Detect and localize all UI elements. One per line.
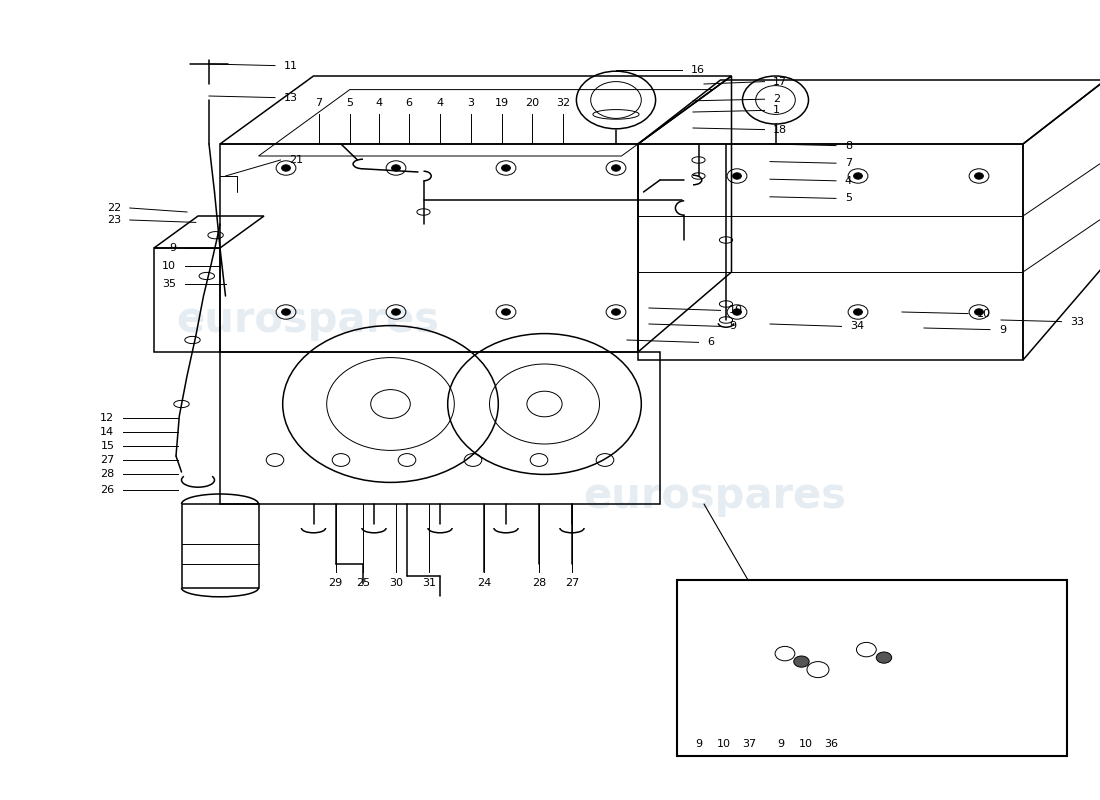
Circle shape [733,309,741,315]
Text: 27: 27 [100,455,114,465]
Text: 29: 29 [329,578,342,587]
Text: eurospares: eurospares [583,475,847,517]
Text: 21: 21 [289,155,304,165]
Text: 27: 27 [565,578,579,587]
Text: 15: 15 [100,441,114,450]
Text: 9: 9 [999,325,1005,334]
Circle shape [975,309,983,315]
Circle shape [371,390,410,418]
Text: 31: 31 [422,578,436,587]
Text: 10: 10 [729,306,744,315]
Text: 11: 11 [284,61,298,70]
Text: 2: 2 [773,94,780,104]
Text: 6: 6 [406,98,412,108]
Text: 9: 9 [695,739,702,749]
Text: 4: 4 [376,98,383,108]
Circle shape [392,309,400,315]
Text: 24: 24 [477,578,491,587]
Text: 28: 28 [532,578,546,587]
Text: 20: 20 [526,98,539,108]
Text: 33: 33 [1070,317,1085,326]
Circle shape [612,165,620,171]
Text: 7: 7 [316,98,322,108]
Text: 16: 16 [691,66,705,75]
Text: 10: 10 [977,309,991,318]
Text: 35: 35 [162,279,176,289]
Text: 37: 37 [742,739,756,749]
Text: 10: 10 [162,261,176,270]
Circle shape [975,173,983,179]
Text: 5: 5 [346,98,353,108]
Circle shape [527,391,562,417]
Text: 22: 22 [107,203,121,213]
Text: 9: 9 [169,243,176,253]
Text: 30: 30 [389,578,403,587]
Text: 3: 3 [468,98,474,108]
Text: 10: 10 [717,739,730,749]
Circle shape [502,309,510,315]
Circle shape [612,309,620,315]
Text: 19: 19 [495,98,508,108]
Circle shape [854,309,862,315]
Text: 9: 9 [729,322,736,331]
Text: 26: 26 [100,485,114,494]
Circle shape [502,165,510,171]
Circle shape [794,656,810,667]
Text: 23: 23 [107,215,121,225]
Text: 6: 6 [707,338,714,347]
Text: 8: 8 [845,141,851,150]
Circle shape [392,165,400,171]
Bar [676,580,1067,756]
Text: 4: 4 [437,98,443,108]
Text: 4: 4 [845,176,851,186]
Text: 18: 18 [773,125,788,134]
Circle shape [282,165,290,171]
Text: 12: 12 [100,413,114,422]
Text: 32: 32 [557,98,570,108]
Text: 1: 1 [773,106,780,115]
Text: 25: 25 [356,578,370,587]
Text: 9: 9 [778,739,784,749]
Text: 17: 17 [773,77,788,86]
Text: 7: 7 [845,158,851,168]
Circle shape [854,173,862,179]
Text: 36: 36 [825,739,838,749]
Text: eurospares: eurospares [176,299,440,341]
Text: 5: 5 [845,194,851,203]
Text: 14: 14 [100,427,114,437]
Text: 10: 10 [800,739,813,749]
Circle shape [282,309,290,315]
Text: 13: 13 [284,93,298,102]
Text: 34: 34 [850,322,865,331]
Circle shape [877,652,892,663]
Text: 28: 28 [100,469,114,478]
Circle shape [733,173,741,179]
